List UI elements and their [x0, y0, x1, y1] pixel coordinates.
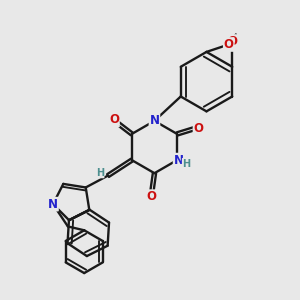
Text: H: H	[183, 159, 191, 169]
Text: O: O	[224, 38, 234, 51]
Text: O: O	[227, 35, 237, 48]
Text: O: O	[194, 122, 203, 134]
Text: O: O	[146, 190, 157, 203]
Text: O: O	[109, 113, 119, 127]
Text: H: H	[96, 168, 104, 178]
Text: N: N	[149, 114, 160, 128]
Text: N: N	[174, 154, 184, 166]
Text: N: N	[48, 198, 58, 211]
